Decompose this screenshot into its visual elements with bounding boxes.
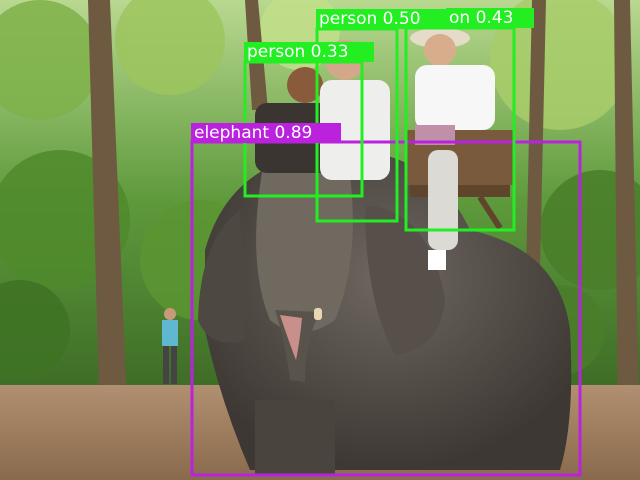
elephant-tusk [314, 308, 322, 320]
label-person-043: on 0.43 [446, 8, 534, 28]
elephant [198, 149, 572, 475]
elephant-ear-left [198, 210, 245, 343]
label-elephant: elephant 0.89 [191, 123, 341, 143]
bbox-person-043 [404, 26, 516, 232]
tree-trunks [88, 0, 640, 440]
label-person-033: person 0.33 [244, 42, 374, 62]
bbox-elephant [190, 140, 582, 477]
elephant-mouth [280, 315, 302, 360]
label-person-050: person 0.50 [316, 9, 446, 29]
background-tourist [162, 308, 178, 384]
rider-woman [410, 28, 495, 270]
elephant-leg [255, 400, 335, 475]
elephant-ear [365, 205, 445, 355]
